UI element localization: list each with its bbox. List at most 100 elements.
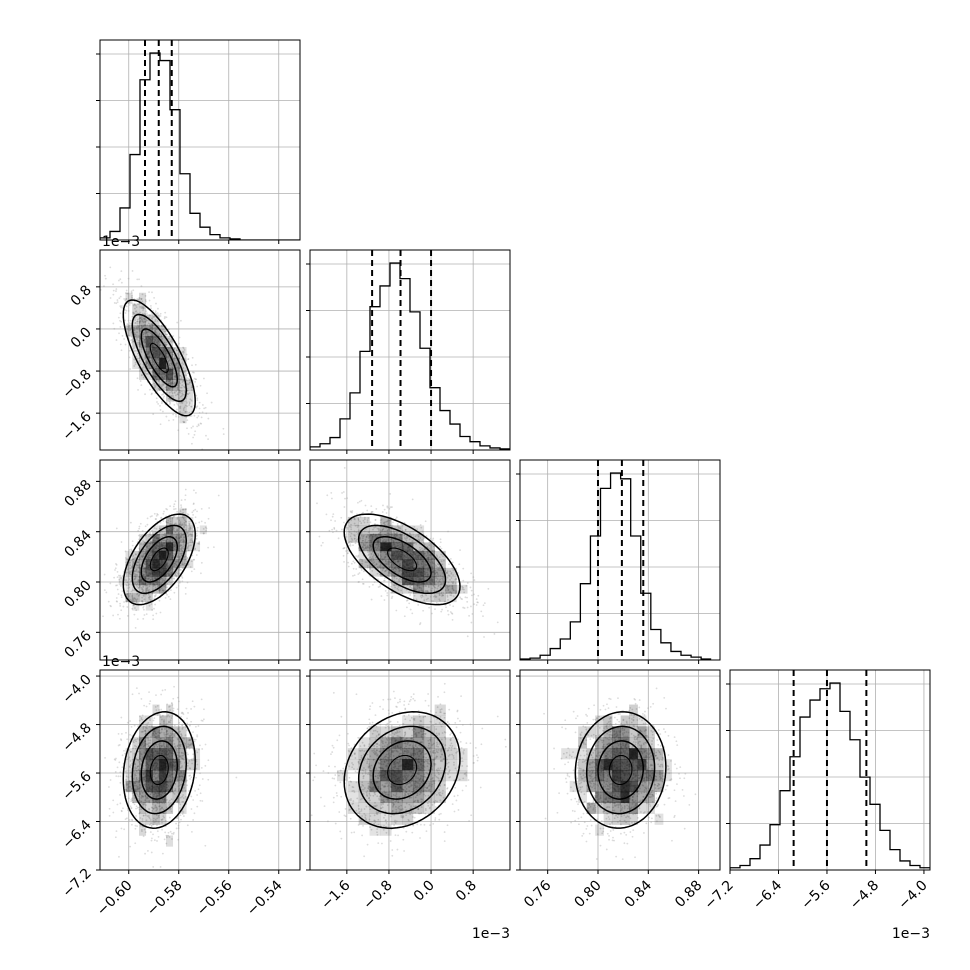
sample-point (129, 328, 132, 331)
sample-point (182, 366, 185, 369)
sample-point (448, 563, 450, 566)
sample-point (440, 560, 443, 563)
density-cell (145, 542, 153, 552)
sample-point (350, 523, 352, 526)
sample-point (165, 388, 168, 391)
sample-point (129, 327, 131, 330)
sample-point (185, 531, 188, 534)
sample-point (179, 552, 182, 555)
sample-point (414, 588, 417, 591)
sample-point (138, 336, 141, 339)
sample-point (146, 586, 149, 589)
sample-point (342, 521, 345, 524)
sample-point (405, 539, 408, 542)
sample-point (416, 587, 419, 589)
sample-point (145, 318, 148, 321)
sample-point (109, 604, 112, 607)
sample-point (152, 324, 155, 326)
sample-point (171, 517, 174, 520)
density-cell (166, 550, 174, 560)
sample-point (138, 297, 141, 300)
sample-point (191, 531, 194, 533)
sample-point (114, 569, 116, 571)
sample-point (376, 567, 379, 570)
sample-point (330, 519, 332, 522)
sample-point (151, 608, 154, 611)
sample-point (192, 513, 194, 516)
sample-point (418, 549, 420, 552)
sample-point (440, 582, 443, 585)
sample-point (153, 296, 156, 299)
sample-point (144, 356, 146, 359)
sample-point (191, 539, 194, 542)
sample-point (143, 318, 146, 320)
sample-point (166, 538, 169, 541)
sample-point (162, 397, 165, 399)
sample-point (127, 310, 130, 312)
sample-point (172, 335, 175, 337)
sample-point (173, 545, 175, 548)
density-cell (132, 593, 140, 603)
sample-point (177, 556, 180, 559)
sample-point (381, 559, 384, 561)
sample-point (172, 568, 175, 571)
sample-point (392, 521, 394, 524)
sample-point (351, 511, 354, 514)
sample-point (389, 538, 392, 541)
sample-point (124, 299, 127, 302)
sample-point (127, 584, 130, 587)
sample-point (198, 543, 201, 546)
sample-point (365, 547, 367, 550)
sample-point (148, 556, 151, 559)
sample-point (169, 351, 171, 354)
sample-point (119, 295, 122, 298)
sample-point (130, 590, 133, 593)
sample-point (181, 523, 184, 526)
sample-point (136, 331, 138, 334)
sample-point (191, 356, 194, 359)
sample-point (138, 548, 141, 551)
sample-point (136, 585, 139, 588)
sample-point (141, 312, 144, 315)
sample-point (447, 598, 449, 601)
sample-point (172, 382, 174, 385)
sample-point (150, 551, 153, 554)
sample-point (136, 357, 139, 360)
sample-point (197, 542, 199, 545)
sample-point (141, 588, 144, 591)
density-cell (139, 567, 147, 577)
sample-point (178, 537, 181, 540)
sample-point (170, 341, 173, 343)
sample-point (183, 515, 186, 518)
sample-point (105, 591, 108, 594)
sample-point (119, 580, 121, 583)
sample-point (174, 381, 176, 384)
sample-point (127, 571, 130, 574)
sample-point (158, 383, 161, 386)
sample-point (151, 529, 154, 532)
sample-point (400, 536, 403, 538)
sample-point (174, 364, 177, 366)
sample-point (130, 331, 133, 334)
sample-point (179, 510, 182, 513)
sample-point (160, 516, 163, 519)
sample-point (154, 586, 157, 589)
density-cell (179, 379, 187, 391)
sample-point (165, 316, 168, 319)
sample-point (134, 316, 137, 319)
sample-point (118, 279, 120, 282)
sample-point (145, 331, 148, 334)
sample-point (138, 329, 141, 331)
sample-point (432, 600, 435, 603)
sample-point (182, 380, 185, 382)
sample-point (138, 341, 140, 344)
density-cell (125, 567, 133, 577)
sample-point (185, 374, 188, 377)
sample-point (139, 370, 142, 372)
sample-point (383, 551, 386, 554)
density-cell (139, 357, 147, 370)
sample-point (362, 570, 365, 573)
sample-point (388, 570, 391, 573)
sample-point (415, 598, 418, 601)
sample-point (116, 299, 119, 301)
